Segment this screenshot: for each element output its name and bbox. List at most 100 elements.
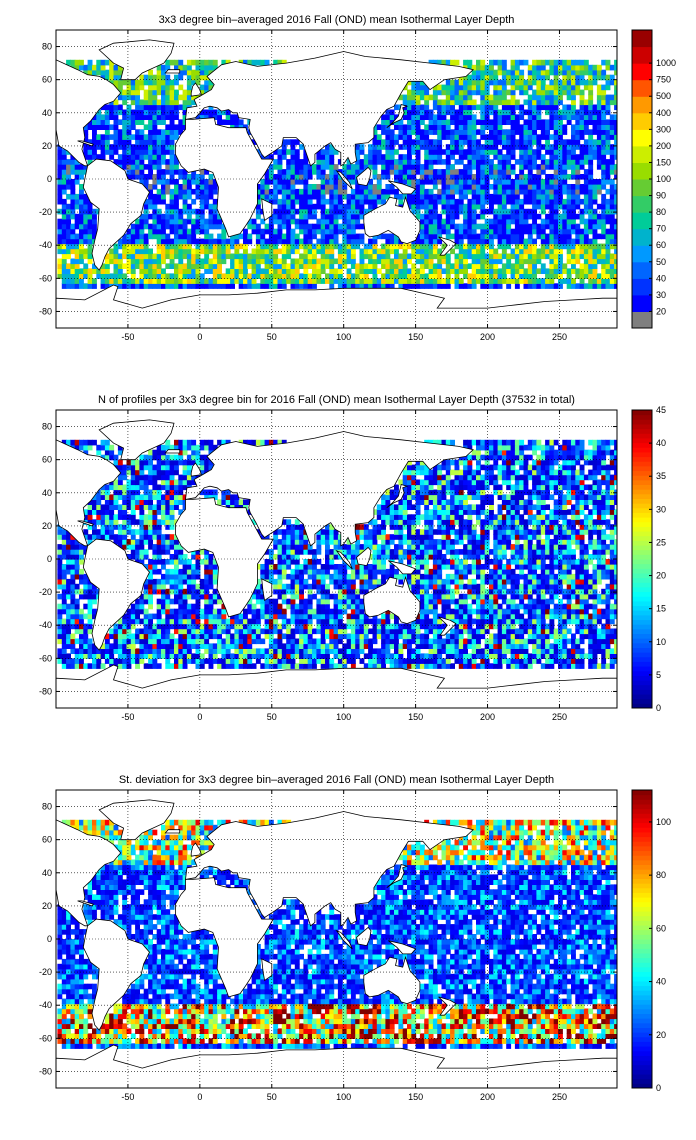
data-bin [294, 248, 300, 255]
data-bin [350, 164, 356, 170]
data-bin [217, 658, 222, 664]
data-bin [536, 169, 542, 175]
data-bin [191, 198, 197, 205]
data-bin [463, 104, 468, 111]
data-bin [195, 174, 201, 180]
data-bin [523, 79, 529, 86]
data-bin [510, 154, 516, 160]
data-bin [510, 149, 516, 155]
data-bin [519, 164, 525, 170]
data-bin [290, 149, 296, 155]
data-bin [109, 104, 115, 111]
land-polygon [388, 180, 417, 195]
data-bin [519, 643, 525, 649]
data-bin [346, 638, 352, 645]
data-bin [510, 188, 516, 195]
data-bin [312, 253, 317, 260]
data-bin [463, 258, 468, 265]
data-bin [605, 648, 611, 654]
data-bin [493, 149, 499, 155]
data-bin [432, 203, 438, 210]
data-bin [277, 658, 283, 664]
data-bin [294, 188, 300, 195]
data-bin [135, 94, 140, 101]
data-bin [178, 258, 184, 265]
data-bin [294, 243, 300, 250]
data-bin [571, 268, 576, 274]
data-bin [372, 263, 378, 269]
data-bin [337, 658, 343, 664]
data-bin [609, 134, 615, 140]
data-bin [152, 253, 158, 260]
data-bin [66, 663, 71, 669]
data-bin [501, 139, 507, 145]
data-bin [458, 119, 464, 125]
data-bin [549, 633, 555, 640]
data-bin [614, 253, 617, 260]
data-bin [238, 253, 244, 260]
data-bin [174, 134, 179, 140]
data-bin [549, 69, 555, 76]
data-bin [238, 653, 244, 659]
data-bin [156, 149, 162, 155]
data-bin [372, 238, 378, 245]
data-bin [575, 273, 581, 279]
data-bin [467, 144, 473, 150]
colorbar-label: 70 [656, 224, 666, 234]
data-bin [566, 628, 572, 635]
data-bin [609, 124, 615, 130]
data-bin [553, 258, 559, 265]
data-bin [264, 658, 270, 664]
data-bin [454, 628, 460, 635]
data-bin [398, 278, 404, 284]
data-bin [333, 638, 339, 645]
data-bin [592, 238, 598, 245]
data-bin [255, 228, 261, 235]
data-bin [558, 193, 563, 200]
data-bin [368, 179, 373, 185]
data-bin [514, 124, 520, 130]
data-bin [199, 64, 205, 71]
data-bin [398, 273, 404, 279]
data-bin [83, 193, 89, 200]
data-bin [549, 184, 555, 190]
data-bin [398, 164, 404, 170]
data-bin [501, 253, 507, 260]
data-bin [333, 633, 339, 640]
data-bin [558, 648, 563, 654]
data-bin [195, 79, 201, 86]
data-bin [113, 623, 119, 630]
data-bin [480, 64, 486, 71]
data-bin [212, 268, 218, 274]
data-bin [83, 164, 89, 170]
data-bin [212, 203, 218, 210]
data-bin [372, 169, 378, 175]
data-bin [592, 193, 598, 200]
data-bin [87, 628, 93, 635]
data-bin [135, 628, 140, 635]
data-bin [614, 64, 617, 71]
data-bin [575, 64, 581, 71]
data-bin [186, 79, 192, 86]
data-bin [394, 124, 399, 130]
data-bin [441, 638, 447, 645]
data-bin [161, 69, 166, 76]
data-bin [398, 253, 404, 260]
data-bin [174, 253, 179, 260]
data-bin [389, 263, 395, 269]
data-bin [186, 193, 192, 200]
data-bin [545, 99, 550, 106]
data-bin [402, 283, 408, 289]
data-bin [571, 74, 576, 81]
data-bin [96, 648, 102, 654]
data-bin [605, 663, 611, 669]
data-bin [299, 198, 304, 205]
data-bin [208, 184, 214, 190]
data-bin [558, 233, 563, 240]
data-bin [549, 253, 555, 260]
data-bin [195, 208, 201, 215]
data-bin [553, 144, 559, 150]
data-bin [402, 134, 408, 140]
data-bin [480, 79, 486, 86]
data-bin [92, 218, 97, 225]
